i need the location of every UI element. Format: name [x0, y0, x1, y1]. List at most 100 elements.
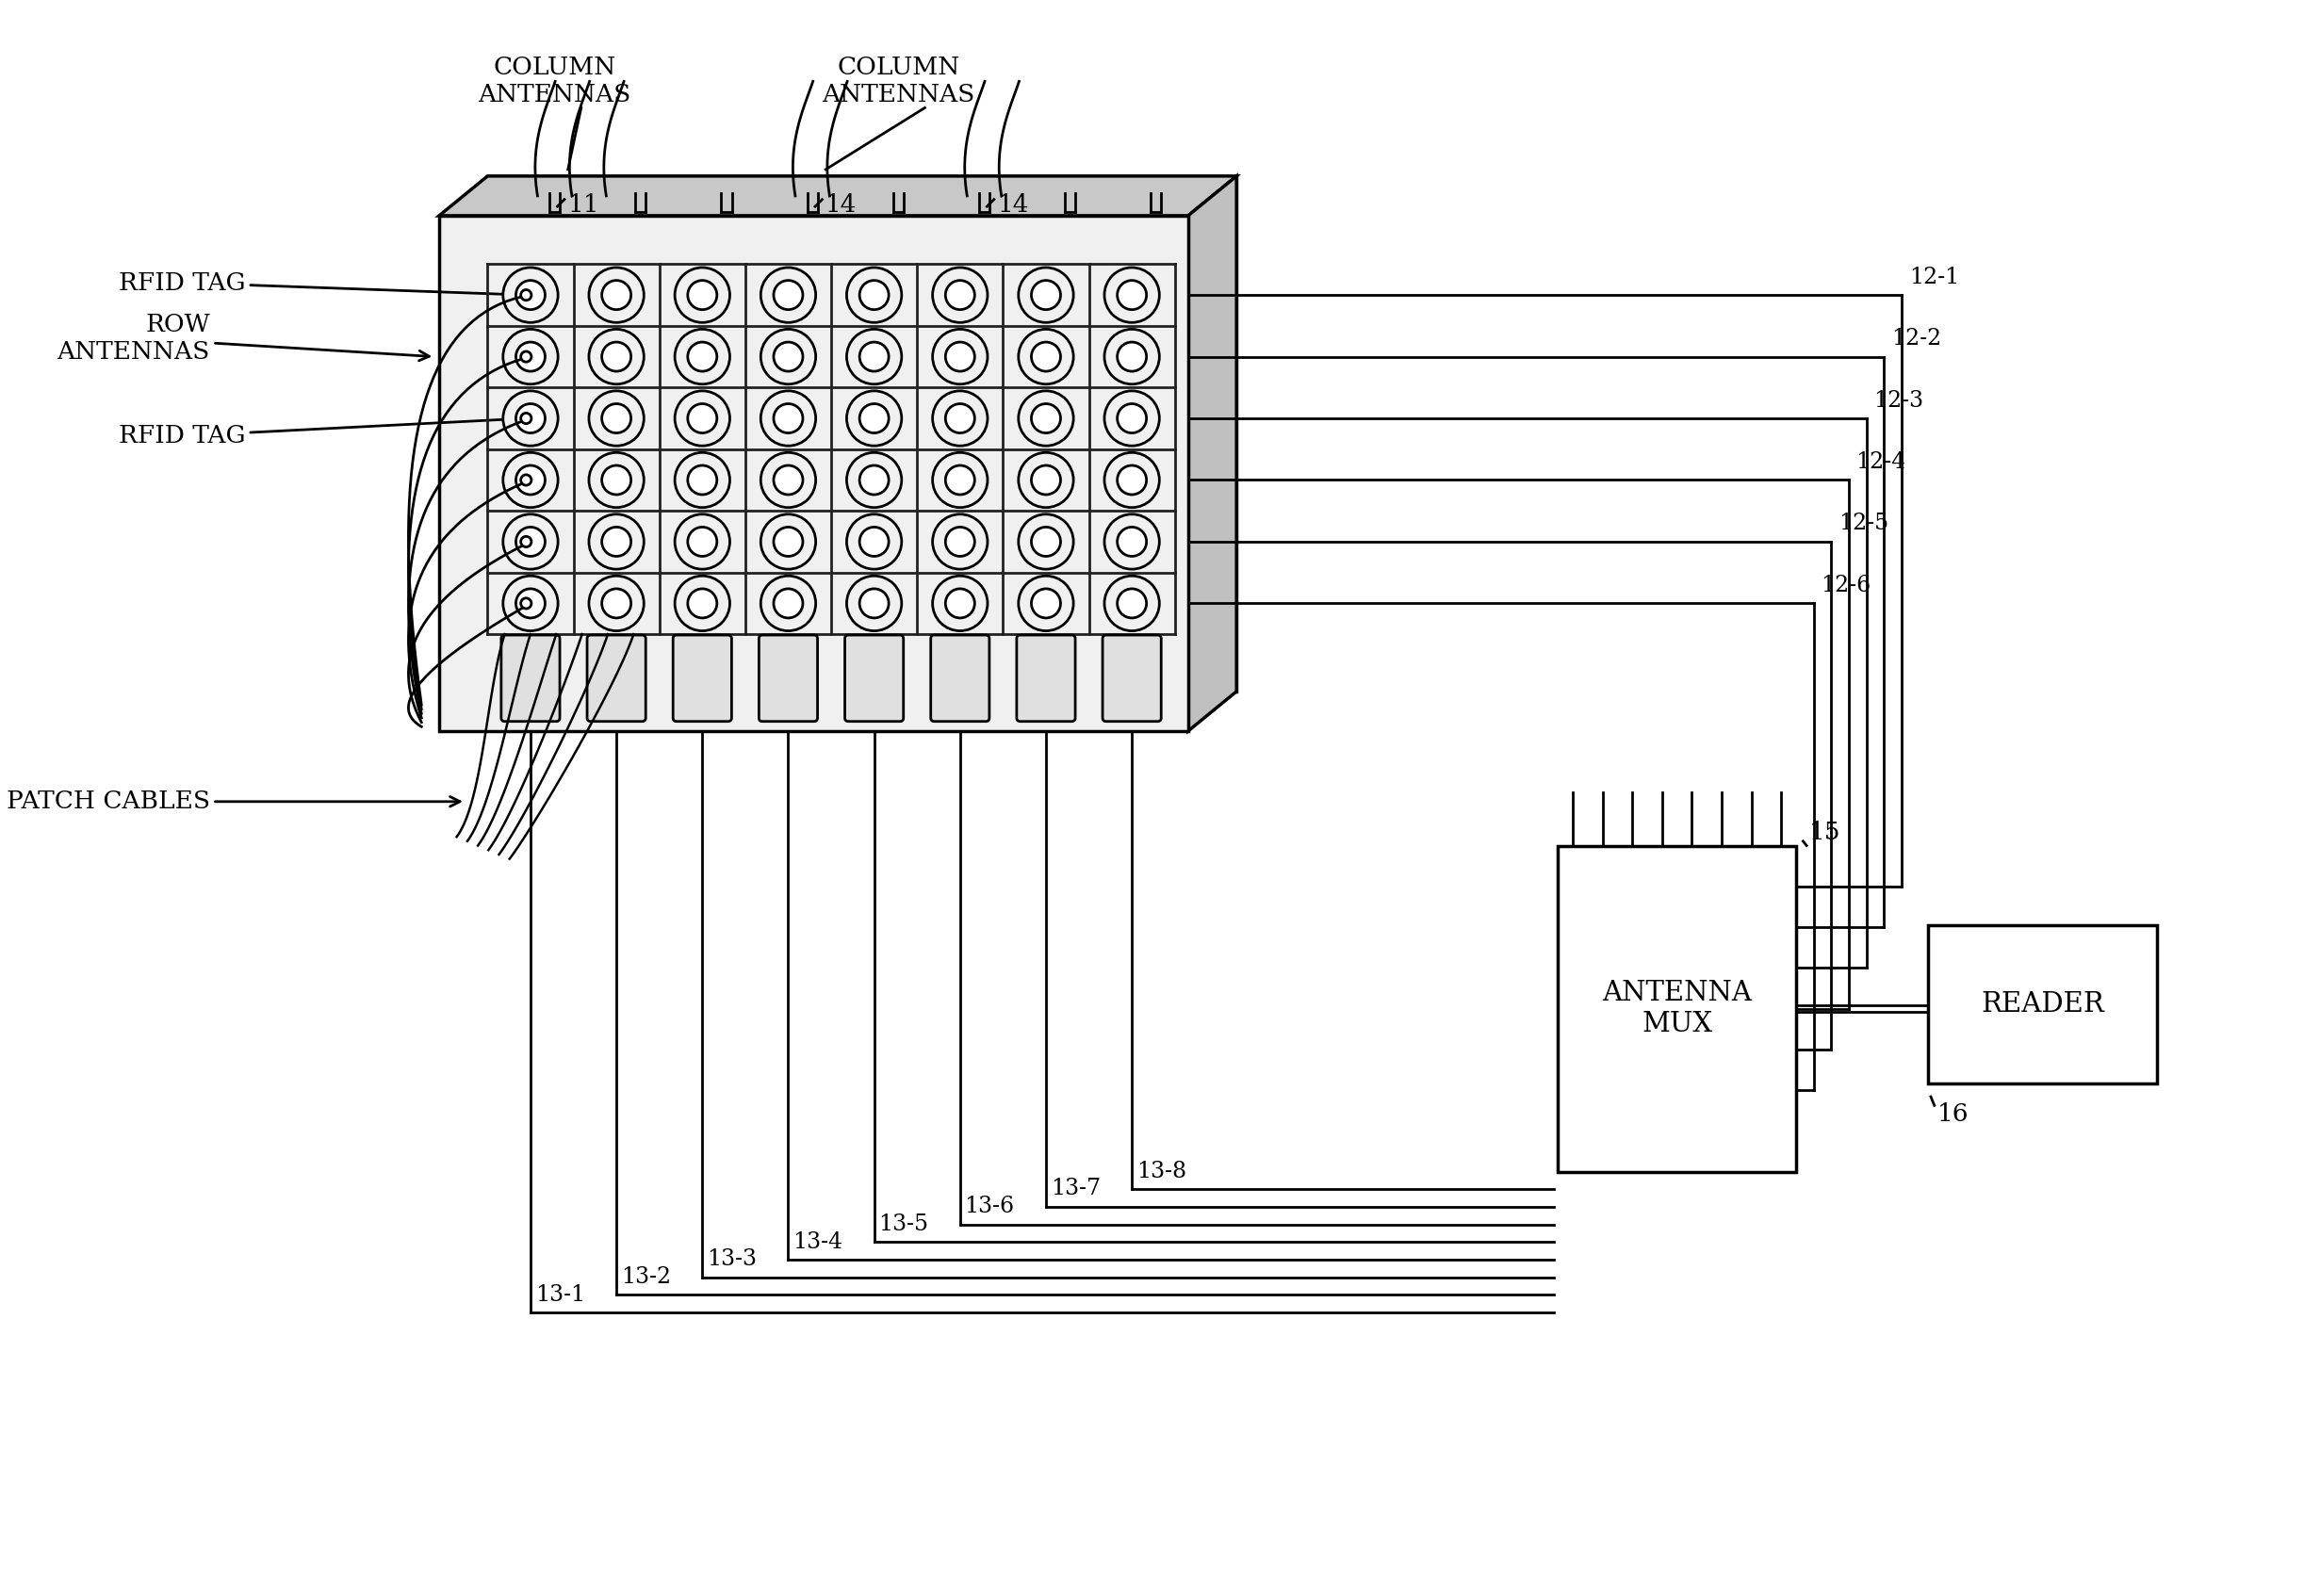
Text: 16: 16	[1938, 1103, 1968, 1127]
Circle shape	[590, 268, 643, 322]
Text: RFID TAG: RFID TAG	[118, 415, 521, 448]
Circle shape	[1104, 391, 1159, 445]
Circle shape	[1104, 453, 1159, 508]
Circle shape	[1018, 514, 1074, 570]
Circle shape	[687, 342, 717, 372]
Circle shape	[687, 589, 717, 618]
Circle shape	[521, 536, 532, 547]
Text: 11: 11	[569, 193, 599, 217]
Polygon shape	[440, 176, 1237, 215]
Circle shape	[1032, 589, 1060, 618]
Circle shape	[1018, 391, 1074, 445]
Circle shape	[516, 281, 546, 310]
FancyBboxPatch shape	[931, 635, 988, 721]
Text: COLUMN
ANTENNAS: COLUMN ANTENNAS	[823, 56, 975, 107]
Text: 13-4: 13-4	[793, 1231, 843, 1253]
Text: 12-4: 12-4	[1857, 452, 1905, 472]
Text: RFID TAG: RFID TAG	[118, 271, 521, 300]
Circle shape	[774, 404, 802, 433]
Circle shape	[1104, 514, 1159, 570]
Circle shape	[933, 329, 988, 385]
Circle shape	[590, 514, 643, 570]
Circle shape	[846, 514, 901, 570]
Circle shape	[760, 268, 816, 322]
Circle shape	[760, 391, 816, 445]
Circle shape	[859, 404, 889, 433]
FancyBboxPatch shape	[588, 635, 645, 721]
Text: PATCH CABLES: PATCH CABLES	[7, 790, 461, 814]
Circle shape	[1032, 527, 1060, 557]
Text: 13-6: 13-6	[965, 1195, 1014, 1218]
Circle shape	[774, 342, 802, 372]
Circle shape	[675, 453, 730, 508]
Text: ANTENNA
MUX: ANTENNA MUX	[1601, 980, 1751, 1037]
Text: READER: READER	[1981, 991, 2104, 1017]
Circle shape	[1032, 281, 1060, 310]
Circle shape	[774, 589, 802, 618]
Circle shape	[502, 268, 558, 322]
Circle shape	[945, 404, 975, 433]
Circle shape	[590, 391, 643, 445]
FancyBboxPatch shape	[846, 635, 903, 721]
Text: 13-1: 13-1	[535, 1283, 585, 1306]
Circle shape	[1117, 404, 1147, 433]
Circle shape	[521, 474, 532, 485]
Circle shape	[601, 527, 631, 557]
Circle shape	[1104, 576, 1159, 630]
Circle shape	[675, 391, 730, 445]
Circle shape	[933, 576, 988, 630]
Circle shape	[1104, 268, 1159, 322]
Text: 13-2: 13-2	[620, 1266, 670, 1288]
Text: 12-3: 12-3	[1873, 389, 1924, 412]
Circle shape	[601, 466, 631, 495]
Circle shape	[945, 527, 975, 557]
Circle shape	[675, 576, 730, 630]
Text: ROW
ANTENNAS: ROW ANTENNAS	[58, 313, 429, 364]
Circle shape	[945, 281, 975, 310]
Circle shape	[1117, 342, 1147, 372]
Circle shape	[774, 281, 802, 310]
Circle shape	[859, 281, 889, 310]
Circle shape	[1117, 281, 1147, 310]
Circle shape	[945, 589, 975, 618]
Text: 15: 15	[1809, 820, 1841, 844]
Text: 12-5: 12-5	[1839, 512, 1889, 535]
Circle shape	[945, 342, 975, 372]
Circle shape	[675, 329, 730, 385]
Polygon shape	[1189, 176, 1237, 731]
Text: 12-6: 12-6	[1820, 575, 1871, 597]
Circle shape	[859, 466, 889, 495]
Circle shape	[516, 466, 546, 495]
Circle shape	[933, 453, 988, 508]
Circle shape	[516, 527, 546, 557]
FancyBboxPatch shape	[758, 635, 818, 721]
FancyBboxPatch shape	[1016, 635, 1076, 721]
Circle shape	[933, 391, 988, 445]
Circle shape	[601, 342, 631, 372]
Text: 13-5: 13-5	[878, 1213, 929, 1235]
Circle shape	[859, 342, 889, 372]
Circle shape	[1032, 404, 1060, 433]
Circle shape	[687, 466, 717, 495]
Circle shape	[502, 576, 558, 630]
Circle shape	[846, 391, 901, 445]
Bar	[1928, 926, 2157, 1084]
Text: 14: 14	[825, 193, 857, 217]
FancyBboxPatch shape	[1104, 635, 1161, 721]
Circle shape	[859, 527, 889, 557]
Circle shape	[774, 527, 802, 557]
Circle shape	[601, 404, 631, 433]
Circle shape	[1032, 342, 1060, 372]
Circle shape	[516, 342, 546, 372]
Circle shape	[1117, 466, 1147, 495]
Circle shape	[516, 589, 546, 618]
Circle shape	[846, 453, 901, 508]
Text: 13-7: 13-7	[1051, 1178, 1101, 1200]
Circle shape	[687, 404, 717, 433]
Text: 13-3: 13-3	[707, 1248, 756, 1270]
Circle shape	[846, 576, 901, 630]
Circle shape	[933, 514, 988, 570]
Circle shape	[774, 466, 802, 495]
Circle shape	[945, 466, 975, 495]
Circle shape	[760, 453, 816, 508]
